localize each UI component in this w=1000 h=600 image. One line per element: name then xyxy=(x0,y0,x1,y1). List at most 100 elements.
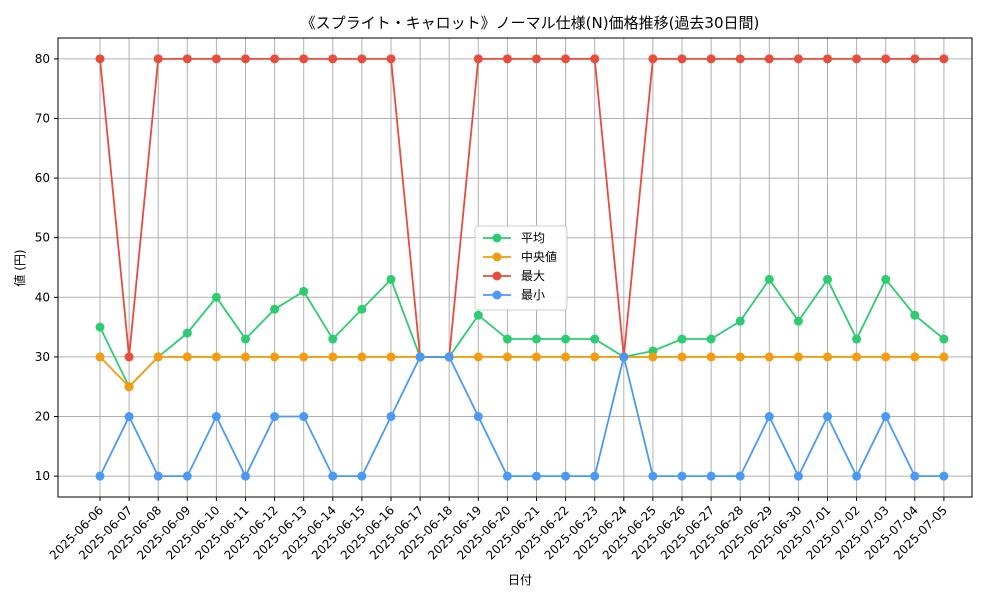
data-point xyxy=(910,471,920,481)
data-point xyxy=(910,310,920,320)
data-point xyxy=(502,54,512,64)
data-point xyxy=(241,334,250,344)
data-point xyxy=(677,352,687,362)
data-point xyxy=(590,334,600,344)
data-point xyxy=(881,54,891,64)
chart-title: 《スプライト・キャロット》ノーマル仕様(N)価格推移(過去30日間) xyxy=(301,14,760,32)
data-point xyxy=(648,471,658,481)
data-point xyxy=(95,54,105,64)
data-point xyxy=(211,412,221,422)
data-point xyxy=(590,471,600,481)
data-point xyxy=(793,352,803,362)
series-line-中央値 xyxy=(99,356,944,389)
data-point xyxy=(357,352,367,362)
data-point xyxy=(735,352,745,362)
data-point xyxy=(386,352,396,362)
data-point xyxy=(532,471,541,481)
data-point xyxy=(532,54,541,64)
data-point xyxy=(241,352,250,362)
y-tick-label: 20 xyxy=(35,410,50,424)
y-tick-label: 10 xyxy=(35,469,50,483)
data-point xyxy=(823,274,832,284)
data-point xyxy=(648,54,658,64)
data-point xyxy=(532,334,541,344)
data-point xyxy=(939,352,949,362)
data-point xyxy=(386,54,396,64)
data-point xyxy=(852,471,862,481)
data-point xyxy=(211,352,221,362)
data-point xyxy=(648,352,658,362)
data-point xyxy=(561,471,571,481)
y-tick-label: 70 xyxy=(35,111,50,125)
data-point xyxy=(910,54,920,64)
data-point xyxy=(590,352,600,362)
data-point xyxy=(357,471,367,481)
data-point xyxy=(182,471,192,481)
series-line-平均 xyxy=(99,277,945,389)
data-point xyxy=(444,352,454,362)
data-point xyxy=(270,54,280,64)
y-tick-label: 40 xyxy=(35,290,50,304)
legend-label: 中央値 xyxy=(521,249,557,264)
x-axis-label: 日付 xyxy=(508,573,532,587)
data-point xyxy=(124,382,134,392)
data-point xyxy=(939,54,949,64)
data-point xyxy=(270,304,280,314)
data-point xyxy=(473,54,483,64)
data-point xyxy=(124,352,134,362)
data-point xyxy=(764,412,774,422)
data-point xyxy=(328,54,338,64)
data-point xyxy=(241,54,250,64)
data-point xyxy=(357,304,367,314)
data-point xyxy=(386,412,396,422)
data-point xyxy=(793,471,803,481)
data-point xyxy=(270,412,280,422)
data-point xyxy=(677,54,687,64)
legend-label: 最小 xyxy=(521,288,545,302)
data-point xyxy=(153,471,163,481)
legend-swatch-marker xyxy=(492,252,502,262)
legend-box xyxy=(474,225,568,311)
data-point xyxy=(706,471,716,481)
data-point xyxy=(502,334,512,344)
x-axis: 2025-06-062025-06-072025-06-082025-06-09… xyxy=(47,497,950,562)
data-point xyxy=(823,352,832,362)
data-point xyxy=(561,352,571,362)
y-axis-label: 値 (円) xyxy=(12,249,27,286)
data-point xyxy=(735,54,745,64)
data-point xyxy=(502,352,512,362)
data-point xyxy=(270,352,280,362)
data-point xyxy=(590,54,600,64)
legend-swatch-marker xyxy=(492,271,502,281)
data-point xyxy=(95,322,105,332)
data-point xyxy=(415,352,425,362)
data-point xyxy=(153,352,163,362)
data-point xyxy=(211,292,221,302)
data-point xyxy=(211,54,221,64)
y-tick-label: 60 xyxy=(35,171,50,185)
data-point xyxy=(328,334,338,344)
data-point xyxy=(241,471,250,481)
data-point xyxy=(910,352,920,362)
data-point xyxy=(764,352,774,362)
series-line-最大 xyxy=(99,57,944,358)
data-point xyxy=(706,334,716,344)
plot-frame xyxy=(57,37,973,498)
data-point xyxy=(502,471,512,481)
y-axis: 10 20 30 40 50 60 70 80 xyxy=(35,52,58,483)
data-point xyxy=(735,471,745,481)
data-point xyxy=(764,274,774,284)
data-point xyxy=(619,352,629,362)
data-point xyxy=(764,54,774,64)
data-point xyxy=(735,316,745,326)
data-point xyxy=(561,334,571,344)
data-point xyxy=(357,54,367,64)
data-point xyxy=(182,54,192,64)
data-point xyxy=(793,54,803,64)
data-point xyxy=(881,274,891,284)
data-point xyxy=(881,352,891,362)
data-point xyxy=(677,471,687,481)
y-tick-label: 80 xyxy=(35,52,50,66)
